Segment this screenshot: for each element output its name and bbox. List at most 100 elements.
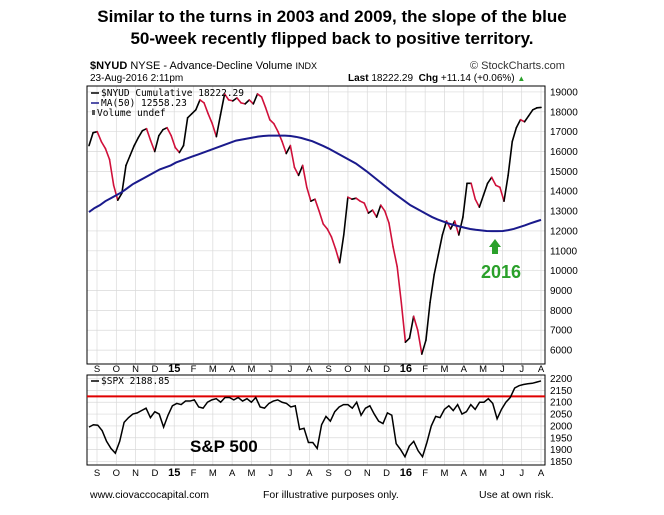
x-tick-label: M <box>247 468 255 479</box>
price-segment <box>100 140 107 150</box>
y-tick-label: 2000 <box>550 421 573 432</box>
x-tick-label: A <box>306 364 313 375</box>
price-segment <box>384 210 390 224</box>
price-segment <box>367 209 374 214</box>
legend-ma-label: MA(50) 12558.23 <box>101 98 187 109</box>
y-tick-label: 9000 <box>550 286 573 297</box>
x-tick-label: 15 <box>168 467 180 479</box>
price-segment <box>499 186 505 202</box>
price-segment <box>195 99 201 111</box>
price-segment <box>137 129 144 139</box>
x-tick-label: J <box>519 364 524 375</box>
price-segment <box>293 166 300 177</box>
x-tick-label: O <box>344 468 351 479</box>
x-tick-label: M <box>441 364 449 375</box>
y-tick-label: 2200 <box>550 374 573 385</box>
x-tick-label: M <box>209 468 217 479</box>
legend-volume-label: Volume undef <box>97 108 166 119</box>
price-segment <box>314 198 320 212</box>
x-tick-label: J <box>500 364 505 375</box>
x-tick-label: A <box>229 468 236 479</box>
price-segment <box>330 236 337 250</box>
price-segment <box>408 315 415 339</box>
price-segment <box>281 140 288 155</box>
x-tick-label: O <box>113 468 120 479</box>
year-annotation: 2016 <box>481 239 521 282</box>
price-segment <box>490 176 497 187</box>
x-tick-label: 16 <box>400 363 412 375</box>
volume-bar-icon <box>92 110 95 115</box>
price-segment <box>400 301 407 343</box>
price-segment <box>396 265 403 304</box>
price-segment <box>285 144 292 155</box>
price-segment <box>121 164 127 195</box>
x-tick-label: 16 <box>400 467 412 479</box>
x-tick-label: M <box>247 364 255 375</box>
price-segment <box>318 210 325 225</box>
x-tick-label: M <box>209 364 217 375</box>
x-tick-label: F <box>422 468 428 479</box>
x-tick-label: M <box>479 468 487 479</box>
y-tick-label: 16000 <box>550 147 578 158</box>
chart-date: 23-Aug-2016 2:11pm <box>90 73 184 84</box>
last-quote: Last 18222.29 Chg +11.14 (+0.06%) ▲ <box>348 73 526 84</box>
price-segment <box>392 246 398 268</box>
y-tick-label: 2100 <box>550 398 573 409</box>
x-tick-label: N <box>364 364 371 375</box>
price-segment <box>264 107 271 121</box>
x-tick-label: J <box>268 364 273 375</box>
price-segment <box>305 186 312 202</box>
ma-line <box>88 134 542 233</box>
x-tick-label: A <box>538 468 545 479</box>
y-tick-label: 14000 <box>550 187 578 198</box>
price-segment <box>170 134 177 149</box>
price-segment <box>215 113 222 138</box>
bottom-panel-grid <box>87 375 545 465</box>
x-tick-label: M <box>479 364 487 375</box>
price-segment <box>236 97 242 104</box>
top-panel-series <box>88 93 542 355</box>
x-tick-label: F <box>191 468 197 479</box>
y-tick-label: 17000 <box>550 127 578 138</box>
footer-risk: Use at own risk. <box>479 489 554 501</box>
price-segment <box>112 184 119 201</box>
price-segment <box>404 337 411 343</box>
price-segment <box>129 144 135 157</box>
price-segment <box>507 140 514 177</box>
price-segment <box>297 164 304 177</box>
x-tick-label: A <box>461 364 468 375</box>
top-panel-grid <box>87 86 545 364</box>
up-arrow-icon: ▲ <box>517 74 526 83</box>
price-segment <box>133 136 140 147</box>
price-segment <box>421 339 427 355</box>
symbol: $NYUD <box>90 60 128 72</box>
price-segment <box>474 198 481 208</box>
price-segment <box>149 139 156 153</box>
footer-website[interactable]: www.ciovaccocapital.com <box>90 489 210 501</box>
y-tick-label: 8000 <box>550 306 573 317</box>
price-segment <box>207 113 214 125</box>
bottom-legend: $SPX 2188.85 <box>91 376 170 387</box>
y-tick-label: 6000 <box>550 346 573 357</box>
price-segment <box>503 174 509 202</box>
green-up-arrow-icon <box>489 239 501 254</box>
price-segment <box>223 93 230 101</box>
description: Advance-Decline Volume <box>169 60 293 72</box>
price-segment <box>153 134 160 153</box>
price-segment <box>145 127 152 142</box>
price-segment <box>342 196 349 236</box>
y-tick-label: 11000 <box>550 246 578 257</box>
x-tick-label: F <box>422 364 428 375</box>
price-segment <box>486 176 493 185</box>
price-segment <box>178 144 185 154</box>
headline-line-2: 50-week recently flipped back to positiv… <box>130 29 534 48</box>
price-segment <box>515 118 522 129</box>
price-segment <box>334 248 341 264</box>
top-panel-frame <box>86 85 546 365</box>
price-segment <box>166 126 172 137</box>
x-tick-label: A <box>461 468 468 479</box>
price-segment <box>388 222 394 248</box>
price-segment <box>355 197 362 202</box>
